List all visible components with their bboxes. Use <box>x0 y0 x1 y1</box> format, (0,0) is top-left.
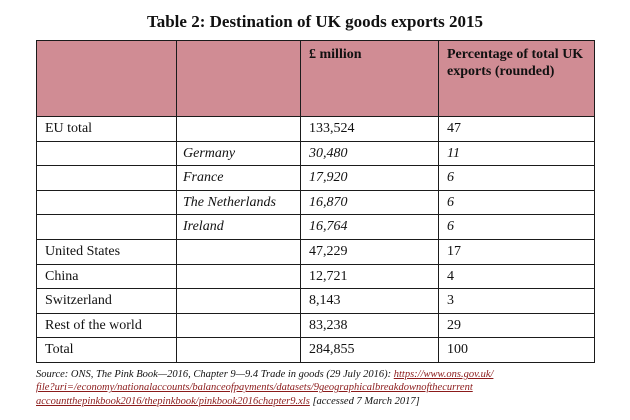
region-cell: China <box>36 263 177 290</box>
million-cell: 47,229 <box>300 238 439 265</box>
region-cell: EU total <box>36 116 177 142</box>
country-cell <box>176 263 301 290</box>
region-cell <box>36 189 177 216</box>
table-row: Rest of the world 83,238 29 <box>36 312 595 339</box>
country-cell: Germany <box>176 140 301 167</box>
percentage-cell: 3 <box>438 288 595 314</box>
source-link[interactable]: https://www.ons.gov.uk/file?uri=/economy… <box>36 369 494 407</box>
region-cell: Total <box>36 337 177 363</box>
percentage-cell: 11 <box>438 140 595 167</box>
table-row: Ireland 16,764 6 <box>36 214 595 240</box>
percentage-cell: 29 <box>438 312 595 339</box>
region-cell: Switzerland <box>36 288 177 314</box>
country-cell <box>176 116 301 142</box>
percentage-cell: 6 <box>438 189 595 216</box>
country-cell <box>176 337 301 363</box>
million-cell: 16,764 <box>300 214 439 240</box>
percentage-cell: 17 <box>438 238 595 265</box>
table-row: Switzerland 8,143 3 <box>36 288 595 314</box>
million-cell: 8,143 <box>300 288 439 314</box>
region-cell <box>36 140 177 167</box>
percentage-cell: 4 <box>438 263 595 290</box>
region-cell <box>36 214 177 240</box>
million-cell: 83,238 <box>300 312 439 339</box>
million-cell: 284,855 <box>300 337 439 363</box>
table-row: United States 47,229 17 <box>36 238 595 265</box>
table-row: Total 284,855 100 <box>36 337 595 363</box>
country-cell <box>176 312 301 339</box>
percentage-cell: 6 <box>438 214 595 240</box>
source-prefix: Source: ONS, The Pink Book—2016, Chapter… <box>36 369 394 380</box>
header-region <box>36 40 177 117</box>
source-accessed: [accessed 7 March 2017] <box>309 395 420 407</box>
region-cell: United States <box>36 238 177 265</box>
table-row: Germany 30,480 11 <box>36 140 595 167</box>
table-row: EU total 133,524 47 <box>36 116 595 142</box>
million-cell: 17,920 <box>300 165 439 191</box>
table-title: Table 2: Destination of UK goods exports… <box>146 12 484 31</box>
header-percentage: Percentage of total UK exports (rounded) <box>438 40 595 117</box>
country-cell: The Netherlands <box>176 189 301 216</box>
exports-table: £ million Percentage of total UK exports… <box>36 40 595 363</box>
percentage-cell: 6 <box>438 165 595 191</box>
region-cell <box>36 165 177 191</box>
table-row: France 17,920 6 <box>36 165 595 191</box>
header-row: £ million Percentage of total UK exports… <box>36 40 595 117</box>
region-cell: Rest of the world <box>36 312 177 339</box>
country-cell <box>176 238 301 265</box>
country-cell: France <box>176 165 301 191</box>
million-cell: 30,480 <box>300 140 439 167</box>
country-cell: Ireland <box>176 214 301 240</box>
header-country <box>176 40 301 117</box>
percentage-cell: 100 <box>438 337 595 363</box>
million-cell: 133,524 <box>300 116 439 142</box>
table-row: The Netherlands 16,870 6 <box>36 189 595 216</box>
country-cell <box>176 288 301 314</box>
source-note: Source: ONS, The Pink Book—2016, Chapter… <box>36 368 596 408</box>
percentage-cell: 47 <box>438 116 595 142</box>
table-row: China 12,721 4 <box>36 263 595 290</box>
million-cell: 12,721 <box>300 263 439 290</box>
header-million: £ million <box>300 40 439 117</box>
million-cell: 16,870 <box>300 189 439 216</box>
